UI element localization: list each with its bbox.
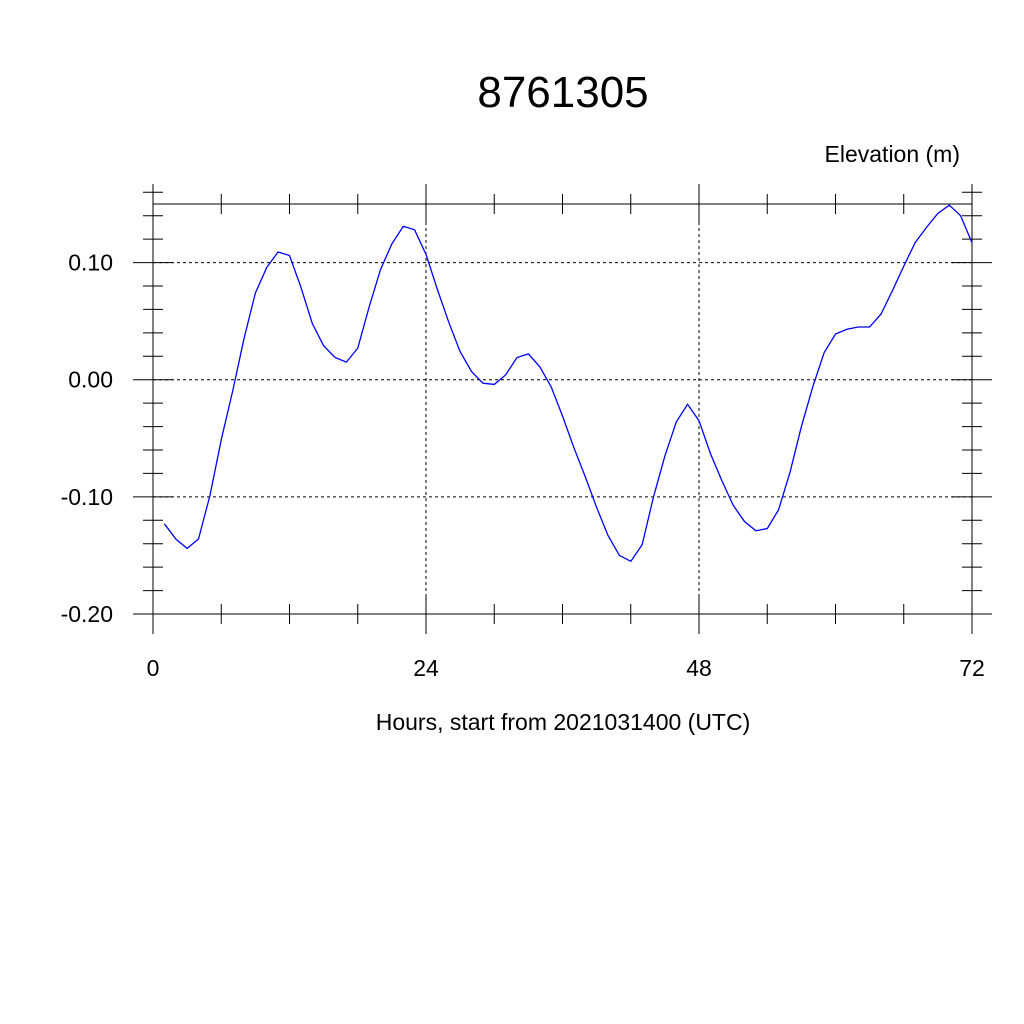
chart-title: 8761305 [477, 68, 648, 117]
y-tick-label: 0.10 [68, 250, 113, 276]
y-tick-label: -0.20 [61, 601, 113, 627]
y-tick-labels: -0.20 -0.10 0.00 0.10 [61, 250, 113, 627]
y-axis-label: Elevation (m) [825, 141, 960, 167]
plot-frame [152, 203, 973, 615]
major-ticks [133, 184, 992, 634]
plot-border [152, 203, 973, 615]
minor-ticks [143, 191, 982, 624]
x-tick-labels: 0 24 48 72 [147, 655, 985, 681]
y-tick-label: -0.10 [61, 484, 113, 510]
series-layer [163, 204, 973, 563]
series-line-elevation [163, 204, 973, 563]
x-axis-label: Hours, start from 2021031400 (UTC) [376, 709, 751, 735]
grid-lines [153, 204, 972, 614]
x-tick-label: 0 [147, 655, 160, 681]
x-tick-label: 24 [413, 655, 439, 681]
x-tick-label: 72 [959, 655, 985, 681]
x-tick-label: 48 [686, 655, 712, 681]
y-tick-label: 0.00 [68, 367, 113, 393]
